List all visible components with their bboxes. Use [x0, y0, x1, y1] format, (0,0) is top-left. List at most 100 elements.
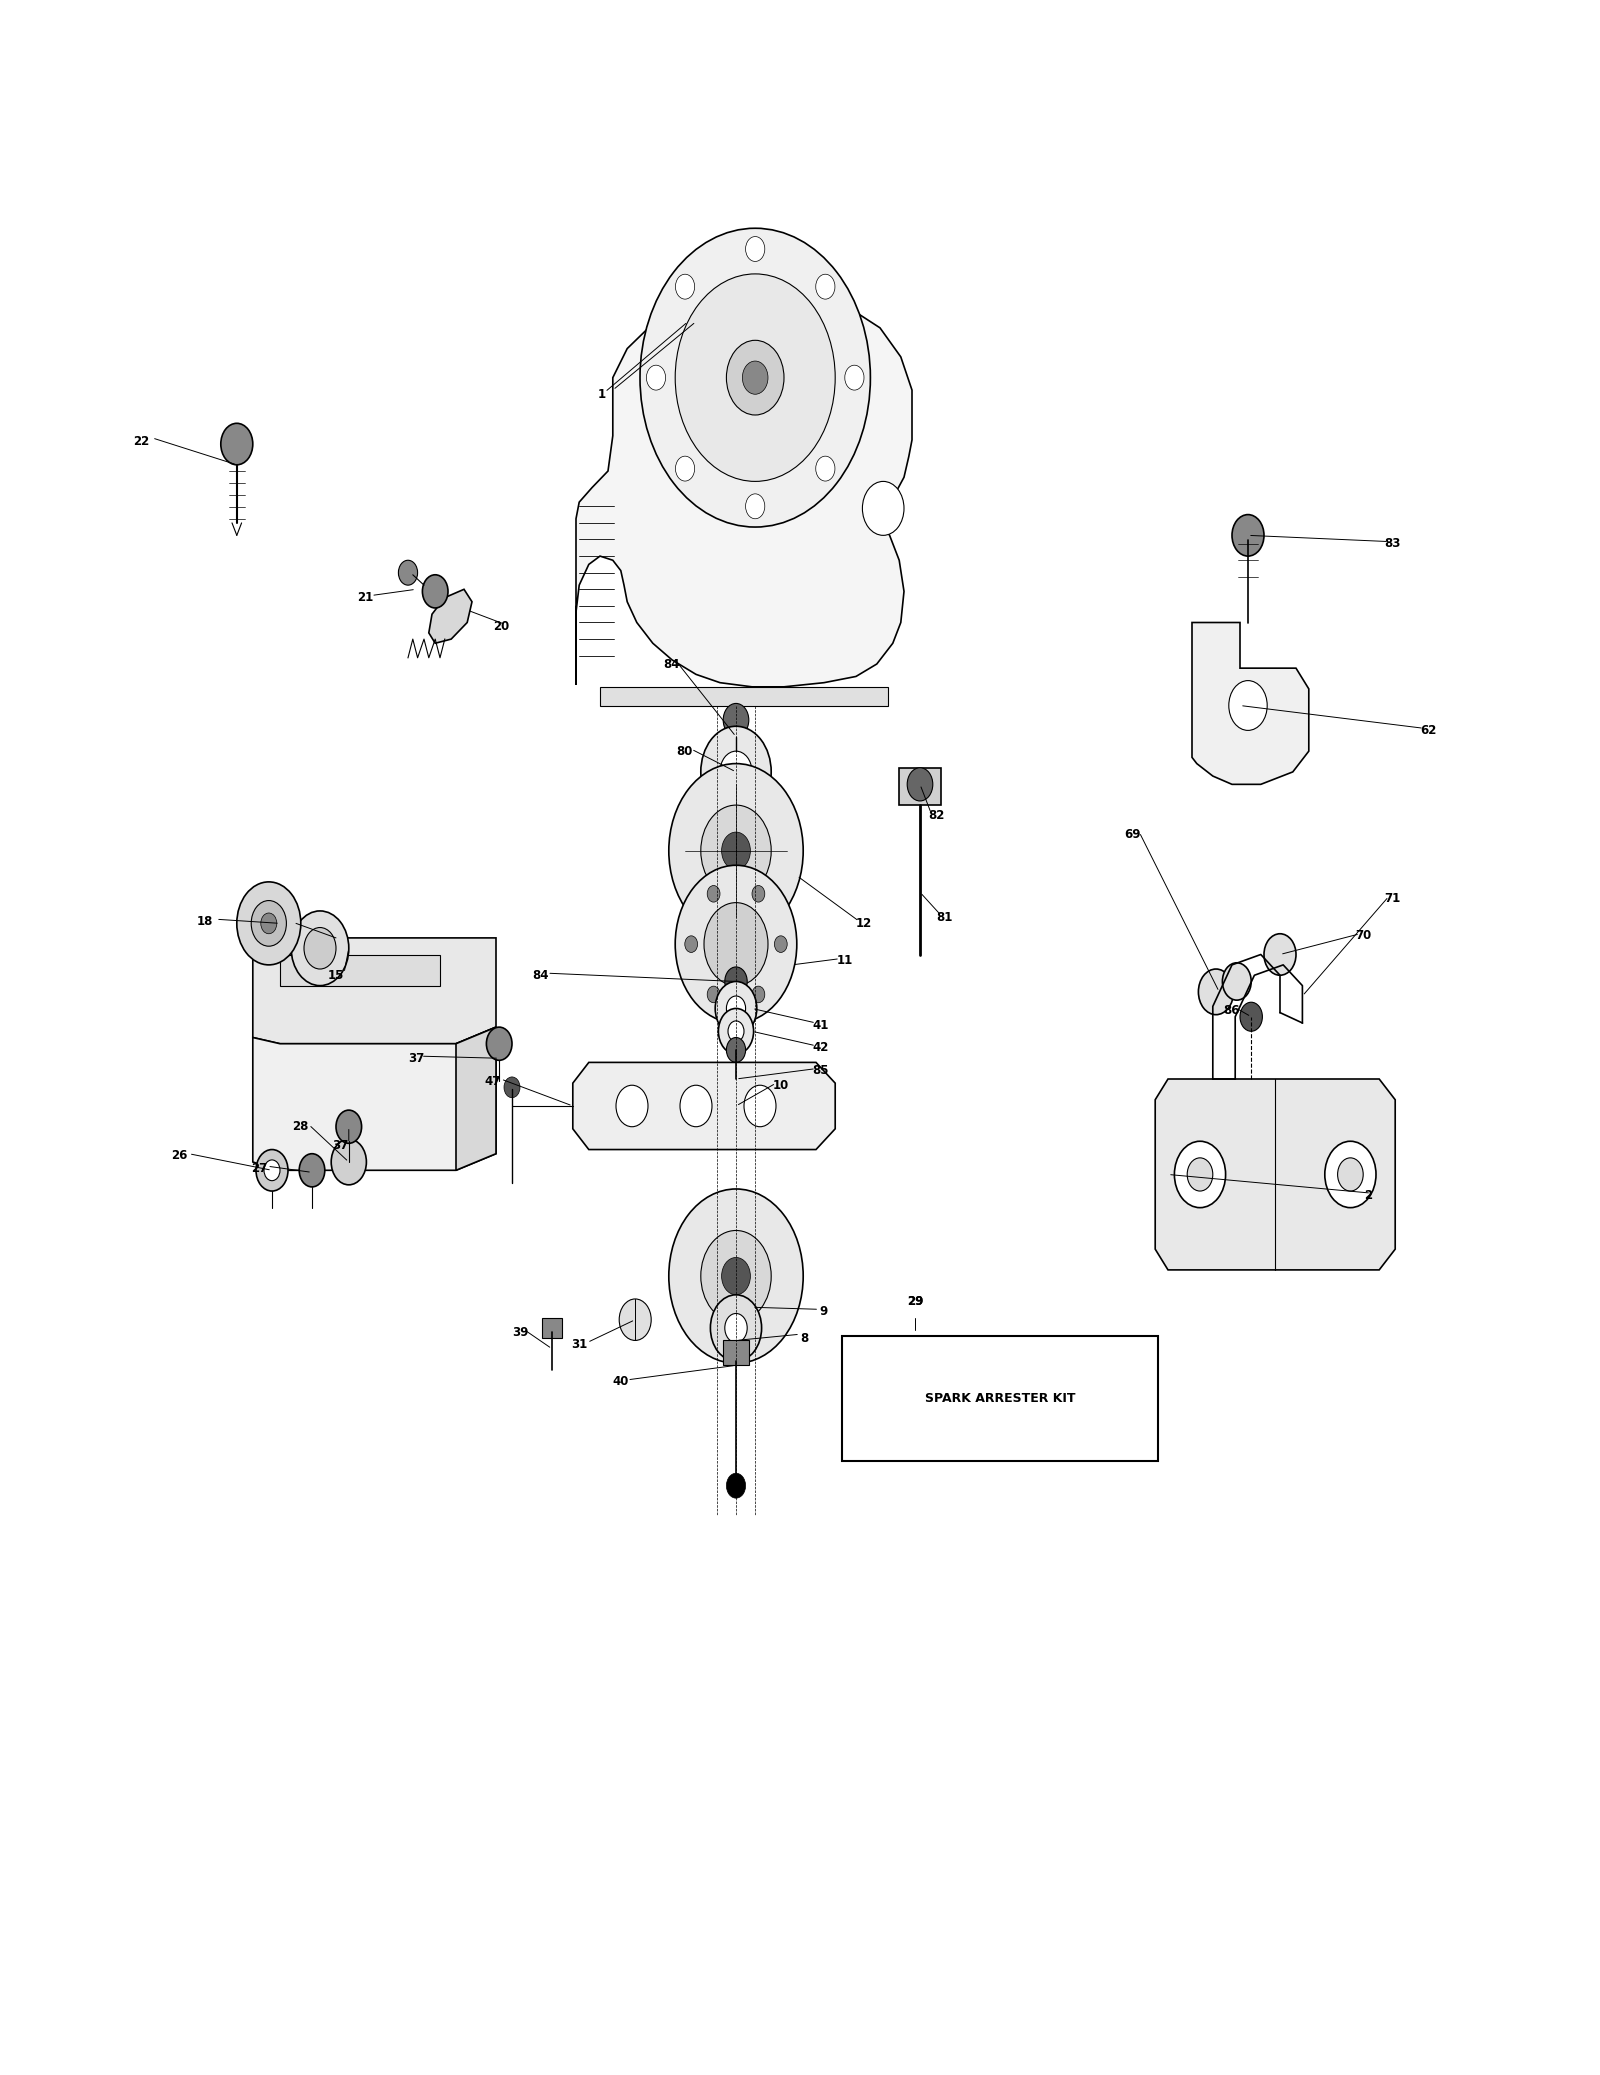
Circle shape: [1264, 934, 1296, 975]
Text: 20: 20: [493, 620, 509, 633]
Circle shape: [701, 726, 771, 818]
Circle shape: [1229, 681, 1267, 730]
Polygon shape: [573, 1062, 835, 1150]
Circle shape: [1232, 515, 1264, 556]
Circle shape: [726, 1038, 746, 1062]
Text: 9: 9: [819, 1305, 829, 1318]
Text: 31: 31: [571, 1338, 587, 1351]
Circle shape: [336, 1110, 362, 1143]
Circle shape: [718, 1008, 754, 1054]
Circle shape: [722, 832, 750, 869]
Circle shape: [1325, 1141, 1376, 1208]
Text: 29: 29: [907, 1295, 923, 1307]
Circle shape: [685, 936, 698, 952]
Circle shape: [707, 886, 720, 903]
Text: 41: 41: [813, 1019, 829, 1031]
Text: 10: 10: [773, 1079, 789, 1091]
Circle shape: [398, 560, 418, 585]
Circle shape: [726, 340, 784, 415]
Circle shape: [715, 981, 757, 1035]
Circle shape: [422, 575, 448, 608]
Circle shape: [640, 228, 870, 527]
Text: 22: 22: [133, 436, 149, 448]
Text: 37: 37: [333, 1139, 349, 1152]
Text: 1: 1: [597, 388, 606, 400]
Text: 40: 40: [613, 1376, 629, 1388]
Text: 83: 83: [1384, 537, 1400, 550]
Text: 69: 69: [1125, 828, 1141, 840]
Text: 82: 82: [928, 809, 944, 822]
Circle shape: [1240, 1002, 1262, 1031]
Polygon shape: [429, 589, 472, 643]
Text: 71: 71: [1384, 892, 1400, 905]
Text: 18: 18: [197, 915, 213, 928]
Circle shape: [251, 901, 286, 946]
Circle shape: [722, 1257, 750, 1295]
Circle shape: [707, 986, 720, 1002]
Circle shape: [845, 365, 864, 390]
Circle shape: [704, 903, 768, 986]
Circle shape: [331, 1139, 366, 1185]
Text: 84: 84: [533, 969, 549, 981]
Circle shape: [221, 423, 253, 465]
Polygon shape: [456, 1027, 496, 1170]
Polygon shape: [280, 954, 440, 986]
Circle shape: [264, 1160, 280, 1181]
Text: 42: 42: [813, 1042, 829, 1054]
Circle shape: [680, 1085, 712, 1127]
Text: 27: 27: [251, 1162, 267, 1174]
Circle shape: [256, 1150, 288, 1191]
Circle shape: [728, 1021, 744, 1042]
Circle shape: [669, 764, 803, 938]
Circle shape: [504, 1077, 520, 1098]
Circle shape: [752, 986, 765, 1002]
Bar: [899, 768, 941, 805]
Polygon shape: [253, 938, 496, 1044]
Circle shape: [907, 768, 933, 801]
Circle shape: [816, 274, 835, 299]
Circle shape: [862, 481, 904, 535]
Text: 85: 85: [813, 1064, 829, 1077]
Circle shape: [725, 967, 747, 996]
Text: 39: 39: [512, 1326, 528, 1338]
Polygon shape: [1192, 622, 1309, 784]
Circle shape: [726, 996, 746, 1021]
Text: 29: 29: [907, 1295, 923, 1307]
Circle shape: [723, 703, 749, 737]
Circle shape: [304, 928, 336, 969]
Polygon shape: [600, 687, 888, 706]
Circle shape: [701, 805, 771, 896]
Circle shape: [616, 1085, 648, 1127]
Circle shape: [1338, 1158, 1363, 1191]
Circle shape: [744, 1085, 776, 1127]
Text: 37: 37: [408, 1052, 424, 1064]
Circle shape: [486, 1027, 512, 1060]
Polygon shape: [1155, 1079, 1395, 1270]
Text: 80: 80: [677, 745, 693, 757]
Circle shape: [752, 886, 765, 903]
Text: 84: 84: [664, 658, 680, 670]
Circle shape: [675, 274, 694, 299]
Text: 8: 8: [800, 1332, 810, 1345]
Circle shape: [726, 1473, 746, 1498]
Text: 21: 21: [357, 591, 373, 604]
Circle shape: [816, 456, 835, 481]
Text: 62: 62: [1421, 724, 1437, 737]
Circle shape: [299, 1154, 325, 1187]
Circle shape: [720, 751, 752, 793]
Circle shape: [669, 1189, 803, 1363]
Text: 26: 26: [171, 1150, 187, 1162]
Text: 11: 11: [837, 954, 853, 967]
Circle shape: [1222, 963, 1251, 1000]
Text: SPARK ARRESTER KIT: SPARK ARRESTER KIT: [925, 1392, 1075, 1405]
Circle shape: [774, 936, 787, 952]
Text: 47: 47: [485, 1075, 501, 1087]
Circle shape: [1198, 969, 1234, 1015]
Text: 15: 15: [328, 969, 344, 981]
Text: 2: 2: [1363, 1189, 1373, 1201]
Text: 86: 86: [1224, 1004, 1240, 1017]
Circle shape: [675, 865, 797, 1023]
Circle shape: [619, 1299, 651, 1340]
Circle shape: [291, 911, 349, 986]
Bar: [723, 1340, 749, 1365]
